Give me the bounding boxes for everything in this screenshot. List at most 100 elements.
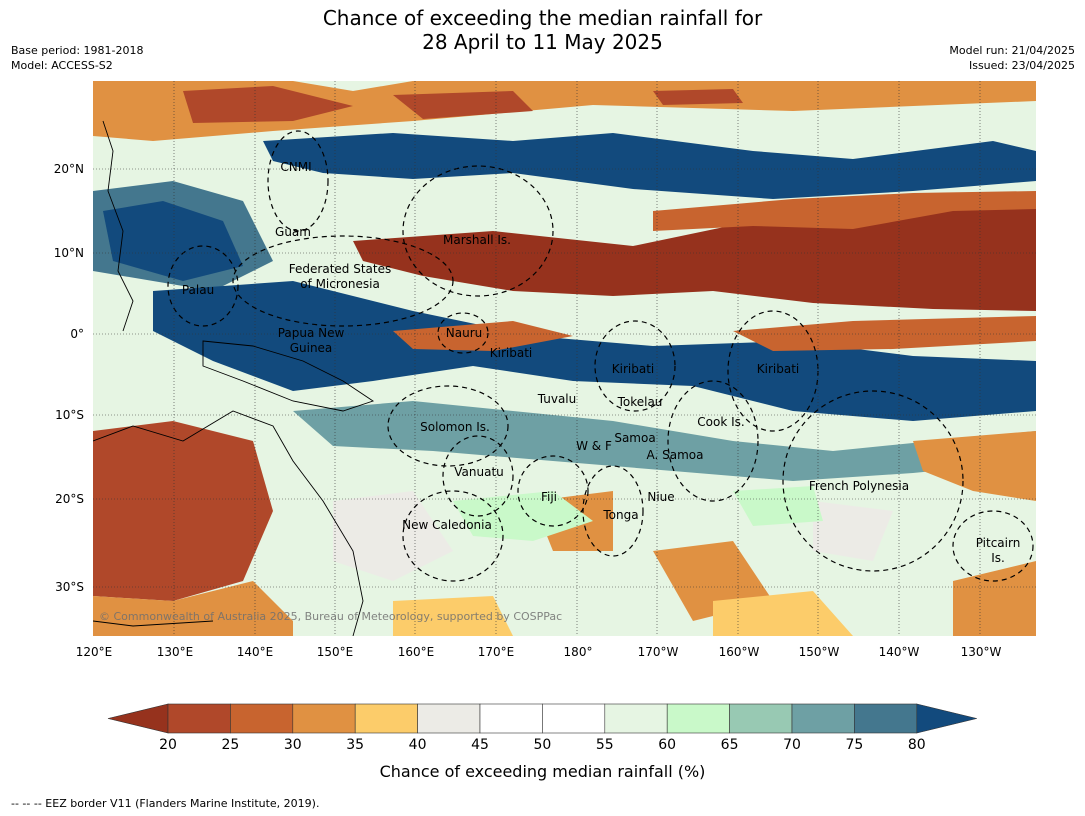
label-niue: Niue	[647, 490, 675, 504]
colorbar-tick-label: 40	[408, 737, 427, 753]
label-kiribati-east: Kiribati	[756, 362, 800, 376]
label-kiribati-west: Kiribati	[489, 346, 533, 360]
eez-kiribati-c	[594, 320, 676, 412]
colorbar-segment	[417, 703, 481, 734]
band-north-orange	[93, 81, 1036, 141]
label-new-caledonia: New Caledonia	[402, 518, 492, 532]
eez-cnmi	[267, 130, 329, 232]
rainfall-contour-map	[93, 81, 1036, 636]
lon-tick-170e: 170°E	[477, 645, 515, 659]
meta-right: Model run: 21/04/2025 Issued: 23/04/2025	[949, 43, 1075, 73]
grid-lines	[93, 81, 1036, 636]
colorbar-extend-high	[916, 703, 977, 734]
coast-philippines	[102, 120, 134, 332]
label-samoa: Samoa	[614, 431, 656, 445]
lon-tick-150e: 150°E	[316, 645, 354, 659]
label-palau: Palau	[181, 283, 215, 297]
colorbar-segment	[292, 703, 356, 734]
coast-australia	[93, 410, 364, 636]
colorbar-segment	[791, 703, 855, 734]
label-solomon: Solomon Is.	[420, 420, 490, 434]
band-south-dry-orange	[93, 581, 293, 636]
band-dry-red	[353, 206, 1036, 311]
lat-tick-20n: 20°N	[53, 162, 84, 176]
colorbar-extend-low	[107, 703, 169, 734]
colorbar-segment	[604, 703, 668, 734]
label-tokelau: Tokelau	[617, 395, 663, 409]
eez-fsm	[232, 235, 454, 327]
colorbar-tick-label: 45	[471, 737, 489, 753]
lat-tick-0: 0°	[70, 327, 84, 341]
colorbar-tick-label: 25	[221, 737, 240, 753]
label-fiji: Fiji	[540, 490, 558, 504]
band-north-blue	[263, 133, 1036, 199]
eez-footnote: -- -- -- EEZ border V11 (Flanders Marine…	[11, 797, 320, 810]
eez-nauru	[437, 312, 489, 354]
rainfall-bands	[93, 81, 1036, 636]
eez-vanuatu	[442, 435, 514, 517]
colorbar-tick-label: 65	[720, 737, 739, 753]
label-tonga: Tonga	[603, 508, 639, 522]
lon-tick-120e: 120°E	[75, 645, 113, 659]
lon-tick-170w: 170°W	[637, 645, 679, 659]
label-vanuatu: Vanuatu	[454, 465, 504, 479]
model-run: Model run: 21/04/2025	[949, 44, 1075, 57]
eez-new-caledonia	[402, 490, 504, 582]
label-cnmi: CNMI	[280, 160, 312, 174]
lon-tick-130w: 130°W	[960, 645, 1002, 659]
label-wf: W & F	[576, 439, 612, 453]
colorbar	[107, 703, 977, 734]
lon-tick-160w: 160°W	[718, 645, 760, 659]
eez-pitcairn	[952, 510, 1034, 582]
title-line-1: Chance of exceeding the median rainfall …	[322, 6, 763, 30]
eez-fiji	[517, 455, 589, 527]
colorbar-tick-label: 20	[159, 737, 177, 753]
lon-tick-160e: 160°E	[397, 645, 435, 659]
label-png-line-2: Guinea	[289, 341, 333, 355]
band-blue-west-dark	[103, 201, 243, 281]
rainfall-map: CNMI Guam Marshall Is. Federated States …	[93, 81, 1036, 636]
lon-tick-180: 180°	[563, 645, 593, 659]
lon-tick-140w: 140°W	[878, 645, 920, 659]
lat-tick-30s: 30°S	[55, 580, 84, 594]
label-cook: Cook Is.	[697, 415, 745, 429]
label-marshall: Marshall Is.	[443, 233, 511, 247]
colorbar-segment	[729, 703, 793, 734]
eez-fp	[782, 390, 964, 572]
lon-tick-140e: 140°E	[236, 645, 274, 659]
colorbar-label: Chance of exceeding median rainfall (%)	[379, 762, 706, 781]
colorbar-segment	[854, 703, 918, 734]
colorbar-tick-label: 30	[283, 737, 302, 753]
eez-tonga	[582, 465, 644, 557]
label-nauru: Nauru	[445, 326, 483, 340]
label-pitcairn-line-1: Pitcairn	[975, 536, 1021, 550]
colorbar-segment	[666, 703, 730, 734]
issued-date: Issued: 23/04/2025	[968, 59, 1075, 72]
lon-tick-130e: 130°E	[156, 645, 194, 659]
label-pitcairn-line-2: Is.	[991, 551, 1005, 565]
colorbar-tick-label: 80	[907, 737, 926, 753]
band-mint	[453, 486, 823, 541]
band-dry-orange	[653, 191, 1036, 231]
label-fsm-line-1: Federated States	[288, 262, 392, 276]
eez-kiribati-e	[727, 310, 819, 432]
colorbar-segment	[167, 703, 231, 734]
band-teal-mid	[293, 401, 1036, 481]
lat-tick-10s: 10°S	[55, 408, 84, 422]
band-south-dry	[93, 421, 273, 601]
colorbar-segment	[479, 703, 543, 734]
coast-new-guinea	[202, 340, 375, 412]
lat-tick-10n: 10°N	[53, 246, 84, 260]
colorbar-segment	[230, 703, 294, 734]
band-equator-orange	[393, 316, 1036, 351]
label-french-polynesia: French Polynesia	[808, 479, 910, 493]
colorbar-tick-label: 55	[595, 737, 614, 753]
colorbar-tick-label: 75	[845, 737, 864, 753]
band-north-brown	[183, 86, 743, 123]
eez-borders	[167, 130, 1034, 582]
colorbar-tick-label: 70	[783, 737, 801, 753]
band-se-orange	[533, 431, 1036, 636]
band-equator-blue	[153, 281, 1036, 421]
copyright-notice: © Commonwealth of Australia 2025, Bureau…	[99, 610, 563, 623]
base-period: Base period: 1981-2018	[11, 44, 144, 57]
